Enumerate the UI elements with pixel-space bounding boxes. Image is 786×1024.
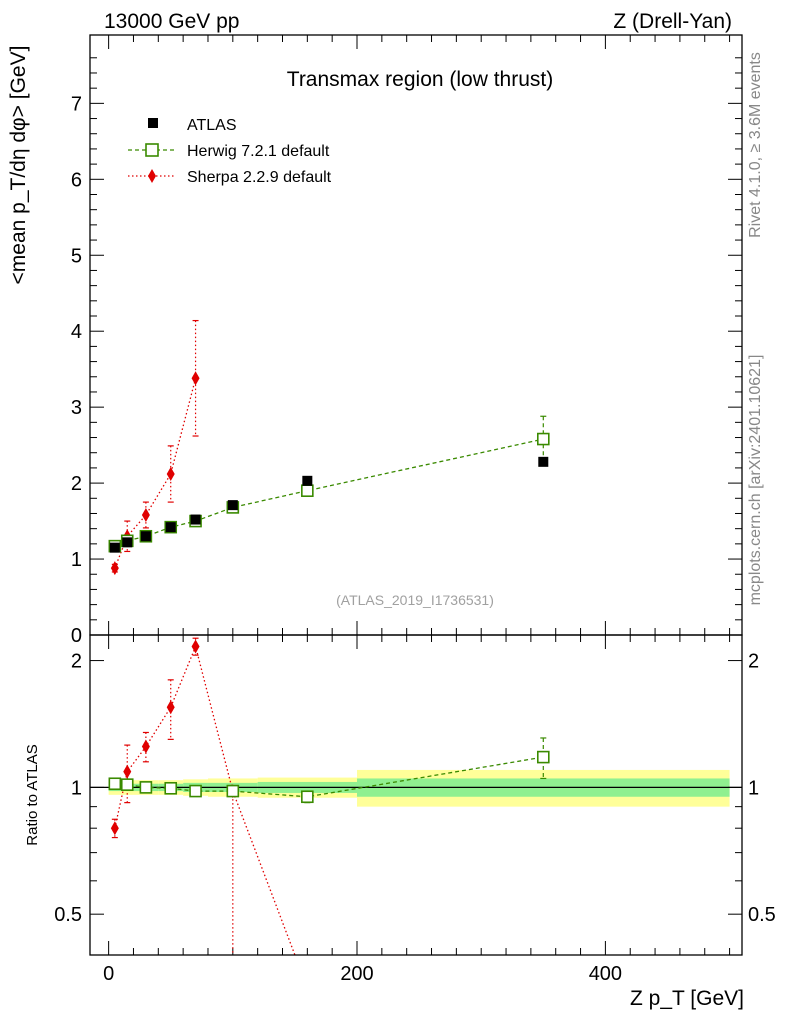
legend-atlas-marker xyxy=(148,118,158,128)
main-sherpa-point xyxy=(191,371,200,386)
ratio-herwig-point xyxy=(139,781,153,794)
y-axis-title-ratio: Ratio to ATLAS xyxy=(24,744,41,845)
main-ytick-label: 1 xyxy=(71,549,82,571)
legend-herwig-marker xyxy=(145,143,159,157)
energy-label: 13000 GeV pp xyxy=(104,10,239,33)
ratio-ytick-label: 2 xyxy=(71,651,82,673)
main-atlas-point xyxy=(109,542,120,553)
legend-sherpa-marker xyxy=(148,169,156,183)
main-atlas-point xyxy=(190,514,201,525)
main-ytick-label: 7 xyxy=(71,93,82,115)
ratio-ytick-label-right: 0.5 xyxy=(748,904,776,926)
main-sherpa-point xyxy=(166,466,175,481)
main-ytick-label: 2 xyxy=(71,473,82,495)
main-atlas-point xyxy=(302,475,313,486)
ratio-sherpa-point xyxy=(141,739,150,754)
main-ytick-label: 4 xyxy=(71,321,82,343)
ratio-ytick-label-right: 1 xyxy=(748,777,759,799)
ratio-sherpa-point xyxy=(123,764,132,779)
main-herwig-point xyxy=(301,484,314,497)
ratio-herwig-point xyxy=(226,784,240,798)
main-sherpa-point xyxy=(110,561,119,576)
plot-title: Transmax region (low thrust) xyxy=(287,68,553,91)
process-label: Z (Drell-Yan) xyxy=(613,10,732,33)
ratio-panel-series xyxy=(108,637,550,956)
ratio-sherpa-point xyxy=(166,700,175,715)
legend-herwig-label: Herwig 7.2.1 default xyxy=(187,143,330,160)
main-ytick-label: 0 xyxy=(71,625,82,647)
main-herwig-point xyxy=(536,432,550,446)
ratio-herwig-point xyxy=(536,750,550,764)
ratio-sherpa-point xyxy=(110,821,119,836)
main-ytick-label: 5 xyxy=(71,245,82,267)
ratio-sherpa-point xyxy=(191,639,200,654)
analysis-id: (ATLAS_2019_I1736531) xyxy=(336,592,494,608)
ratio-ytick-label: 1 xyxy=(71,777,82,799)
ratio-xtick-label: 400 xyxy=(589,963,622,985)
main-atlas-point xyxy=(165,522,176,533)
main-ytick-label: 6 xyxy=(71,169,82,191)
ratio-sherpa-line xyxy=(114,644,296,956)
main-atlas-point xyxy=(227,500,238,511)
main-atlas-point xyxy=(140,531,151,542)
ratio-xtick-label: 0 xyxy=(103,963,114,985)
mcplots-label: mcplots.cern.ch [arXiv:2401.10621] xyxy=(747,355,764,606)
ratio-xtick-label: 200 xyxy=(340,963,373,985)
x-axis-title: Z p_T [GeV] xyxy=(630,987,744,1010)
legend: ATLAS Herwig 7.2.1 default Sherpa 2.2.9 … xyxy=(128,117,332,186)
main-atlas-point xyxy=(122,537,133,548)
legend-atlas-label: ATLAS xyxy=(187,117,237,134)
y-axis-title-main: <mean p_T/dη dφ> [GeV] xyxy=(7,46,30,285)
main-panel-series xyxy=(108,319,550,576)
main-sherpa-point xyxy=(141,508,150,522)
ratio-herwig-point xyxy=(189,784,202,798)
ratio-herwig-point xyxy=(120,778,134,791)
rivet-label: Rivet 4.1.0, ≥ 3.6M events xyxy=(747,52,764,238)
ratio-panel-frame xyxy=(89,634,743,956)
ratio-herwig-point xyxy=(164,781,178,795)
ratio-herwig-point xyxy=(108,777,122,791)
ratio-panel-ticks: 0 200 400 0.5 0.5 1 1 2 2 xyxy=(54,635,776,985)
ratio-ytick-label: 0.5 xyxy=(54,904,82,926)
main-herwig-line xyxy=(114,438,544,547)
main-panel-ticks: 0 1 2 3 4 5 6 7 xyxy=(71,35,742,647)
ratio-herwig-point xyxy=(301,790,314,804)
ratio-ytick-label-right: 2 xyxy=(748,651,759,673)
main-ytick-label: 3 xyxy=(71,397,82,419)
main-atlas-point xyxy=(538,456,549,467)
legend-sherpa-label: Sherpa 2.2.9 default xyxy=(187,169,332,186)
